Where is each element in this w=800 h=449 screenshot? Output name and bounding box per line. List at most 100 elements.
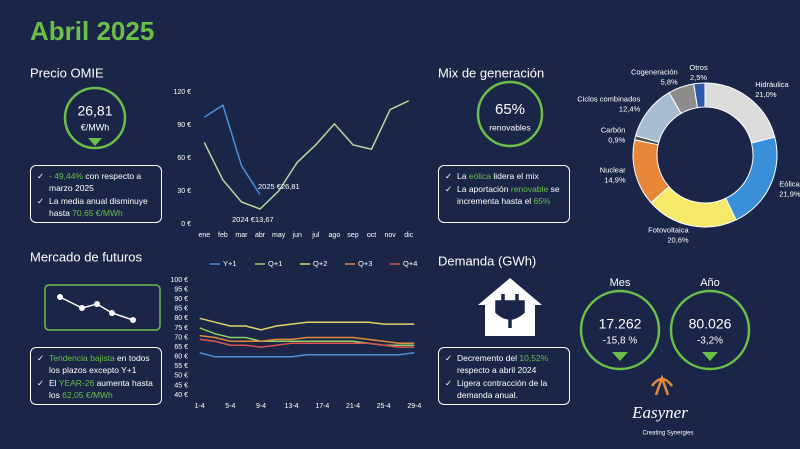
series-line xyxy=(203,104,261,195)
highlight: 65% xyxy=(533,196,551,206)
heading: Precio OMIE xyxy=(30,65,104,80)
y-tick-label: 90 € xyxy=(177,122,191,129)
kpi-value: 80.026 xyxy=(689,316,732,332)
text: se incrementa hasta el xyxy=(457,184,560,206)
annotation: 2025 €26,81 xyxy=(258,182,300,191)
slice-label: Fotovoltaica xyxy=(648,225,689,234)
house-icon xyxy=(478,278,542,336)
x-tick-label: abr xyxy=(255,232,266,239)
logo-tagline: Creating Synergies xyxy=(642,431,693,437)
y-tick-label: 75 € xyxy=(174,325,188,332)
x-tick-label: mar xyxy=(235,232,248,239)
y-tick-label: 30 € xyxy=(177,188,191,195)
x-tick-label: feb xyxy=(218,232,228,239)
y-tick-label: 45 € xyxy=(174,382,188,389)
highlight: YEAR-26 xyxy=(58,378,95,388)
bullet: La aportación renovable se incrementa ha… xyxy=(445,183,563,207)
slice-label: Cogeneración xyxy=(631,68,678,77)
slice-label: Nuclear xyxy=(600,166,626,175)
kpi-change: -3,2% xyxy=(697,336,723,347)
slice-label: Ciclos combinados xyxy=(577,95,640,104)
bullet-box: Decremento del 10,52% respecto a abril 2… xyxy=(438,347,570,405)
text: con respecto a marzo 2025 xyxy=(49,171,142,193)
highlight: - 49,44% xyxy=(49,171,84,181)
x-tick-label: jul xyxy=(311,232,319,239)
text: aumenta hasta los xyxy=(49,378,153,400)
kpi-value: 26,81 xyxy=(77,103,112,119)
legend-label: Q+3 xyxy=(358,259,372,268)
kpi-ring xyxy=(63,86,127,150)
kpi-value: 17.262 xyxy=(599,316,642,332)
page-title: Abril 2025 xyxy=(30,16,154,46)
bullet-box: Tendencia bajista en todos los plazos ex… xyxy=(30,347,162,405)
donut-slice xyxy=(693,82,706,109)
legend-label: Q+2 xyxy=(313,259,327,268)
logo-name: Easyner xyxy=(631,403,688,422)
slice-value: 20,6% xyxy=(667,235,689,244)
y-tick-label: 40 € xyxy=(174,392,188,399)
bullet: Tendencia bajista en todos los plazos ex… xyxy=(37,352,155,376)
trend-icon-line xyxy=(59,296,134,321)
y-tick-label: 60 € xyxy=(174,354,188,361)
y-tick-label: 90 € xyxy=(174,296,188,303)
y-tick-label: 95 € xyxy=(174,286,188,293)
y-tick-label: 100 € xyxy=(170,277,188,284)
kpi-label: Mes xyxy=(610,277,631,289)
x-tick-label: 25-4 xyxy=(377,403,391,410)
text: El xyxy=(49,378,59,388)
highlight: eólica xyxy=(468,171,492,181)
highlight: 62,05 €/MWh xyxy=(62,390,113,400)
bullet: Ligera contracción de la demanda anual. xyxy=(445,377,563,401)
x-tick-label: 13-4 xyxy=(285,403,299,410)
kpi-unit: renovables xyxy=(489,122,531,132)
highlight: 10,52% xyxy=(519,353,549,363)
kpi-change: -15,8 % xyxy=(603,336,638,347)
x-tick-label: 9-4 xyxy=(256,403,266,410)
bullet: Decremento del 10,52% respecto a abril 2… xyxy=(445,352,563,376)
trend-icon xyxy=(44,284,161,331)
legend-label: Y+1 xyxy=(223,259,237,268)
x-tick-label: jun xyxy=(292,232,302,239)
down-arrow xyxy=(612,352,628,361)
x-tick-label: dic xyxy=(404,232,413,239)
x-tick-label: nov xyxy=(384,232,396,239)
kpi-label: Año xyxy=(700,277,720,289)
bullet: La media anual disminuye hasta 70,65 €/M… xyxy=(37,195,155,219)
donut-slice xyxy=(725,136,778,221)
slice-value: 2,5% xyxy=(690,73,707,82)
x-tick-label: 17-4 xyxy=(315,403,329,410)
x-tick-label: 1-4 xyxy=(195,403,205,410)
kpi-value: 65% xyxy=(495,101,525,118)
trend-icon-dots xyxy=(57,294,136,323)
text: La aportación xyxy=(457,184,511,194)
slice-label: Eólica xyxy=(779,180,800,189)
text: lidera el mix xyxy=(491,171,539,181)
kpi-ring xyxy=(476,80,544,148)
highlight: Tendencia bajista xyxy=(49,353,115,363)
slice-value: 21,0% xyxy=(755,90,777,99)
legend-label: Q+1 xyxy=(268,259,282,268)
x-tick-label: 29-4 xyxy=(407,403,421,410)
y-tick-label: 65 € xyxy=(174,344,188,351)
heading: Demanda (GWh) xyxy=(438,253,536,268)
annotation: 2024 €13,67 xyxy=(232,215,274,224)
slice-label: Carbón xyxy=(601,125,626,134)
heading: Mix de generación xyxy=(438,65,544,80)
y-tick-label: 120 € xyxy=(173,89,191,96)
x-tick-label: 5-4 xyxy=(225,403,235,410)
y-tick-label: 55 € xyxy=(174,363,188,370)
text: en todos los plazos excepto Y+1 xyxy=(49,353,150,375)
heading: Mercado de futuros xyxy=(30,249,143,264)
x-tick-label: ago xyxy=(329,232,341,239)
x-tick-label: sep xyxy=(347,232,358,239)
text: Decremento del xyxy=(457,353,520,363)
series-line xyxy=(203,100,410,210)
down-arrow xyxy=(702,352,718,361)
y-tick-label: 80 € xyxy=(174,315,188,322)
kpi-ring xyxy=(669,289,751,371)
x-tick-label: ene xyxy=(198,232,210,239)
kpi-unit: €/MWh xyxy=(81,122,110,132)
slice-label: Hidráulica xyxy=(755,80,789,89)
bullet: - 49,44% con respecto a marzo 2025 xyxy=(37,170,155,194)
